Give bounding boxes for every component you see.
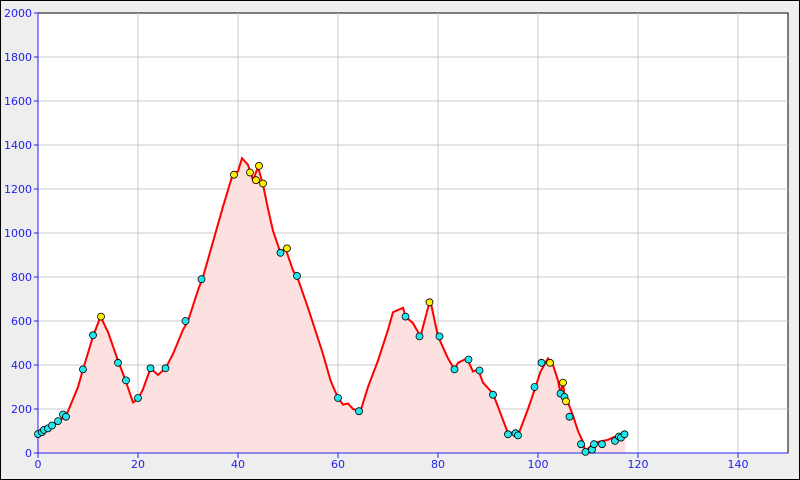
y-tick-label: 1800 [4, 51, 32, 64]
waypoint-marker [489, 390, 497, 399]
waypoint-marker [146, 364, 155, 373]
summit-marker [425, 298, 434, 307]
waypoint-marker [334, 394, 342, 402]
summit-marker [259, 179, 267, 188]
summit-marker [283, 244, 291, 253]
summit-marker [246, 168, 254, 177]
y-tick-label: 1600 [4, 95, 32, 108]
summit-marker [230, 170, 238, 179]
waypoint-marker [401, 312, 410, 321]
waypoint-marker [48, 421, 56, 430]
waypoint-marker [355, 407, 363, 416]
y-tick-label: 800 [11, 271, 32, 284]
waypoint-marker [79, 365, 87, 374]
waypoint-marker [530, 383, 539, 391]
waypoint-marker [514, 431, 522, 440]
x-tick-label: 0 [35, 458, 42, 471]
x-tick-label: 20 [131, 458, 145, 471]
x-tick-label: 100 [528, 458, 549, 471]
waypoint-marker [181, 317, 190, 325]
waypoint-marker [450, 365, 459, 374]
waypoint-marker [620, 430, 629, 439]
waypoint-marker [134, 394, 142, 402]
waypoint-marker [276, 248, 285, 257]
waypoint-marker [537, 358, 546, 367]
waypoint-marker [89, 331, 97, 340]
waypoint-marker [161, 364, 170, 373]
y-tick-label: 2000 [4, 7, 32, 20]
x-tick-label: 80 [431, 458, 445, 471]
summit-marker [97, 312, 105, 321]
y-tick-label: 1400 [4, 139, 32, 152]
waypoint-marker [54, 417, 62, 426]
waypoint-marker [122, 376, 130, 385]
summit-marker [252, 176, 260, 185]
waypoint-marker [62, 412, 70, 421]
x-tick-label: 120 [628, 458, 649, 471]
waypoint-marker [598, 440, 606, 449]
x-tick-label: 40 [231, 458, 245, 471]
y-tick-label: 600 [11, 315, 32, 328]
waypoint-marker [435, 332, 444, 341]
waypoint-marker [464, 355, 473, 364]
waypoint-marker [293, 271, 301, 280]
x-tick-label: 60 [331, 458, 345, 471]
waypoint-marker [415, 332, 424, 341]
waypoint-marker [590, 440, 598, 449]
y-tick-label: 200 [11, 403, 32, 416]
waypoint-marker [577, 440, 585, 449]
waypoint-marker [504, 430, 512, 439]
summit-marker [562, 397, 570, 406]
summit-marker [559, 378, 567, 387]
waypoint-marker [197, 275, 206, 284]
waypoint-marker [475, 366, 484, 375]
waypoint-marker [565, 412, 574, 421]
summit-marker [255, 161, 263, 170]
y-tick-label: 400 [11, 359, 32, 372]
waypoint-marker [114, 358, 122, 367]
y-tick-label: 1200 [4, 183, 32, 196]
waypoint-marker [581, 447, 590, 456]
summit-marker [546, 358, 554, 367]
y-tick-label: 1000 [4, 227, 32, 240]
y-tick-label: 0 [25, 447, 32, 460]
elevation-area [38, 158, 626, 453]
x-tick-label: 140 [728, 458, 749, 471]
